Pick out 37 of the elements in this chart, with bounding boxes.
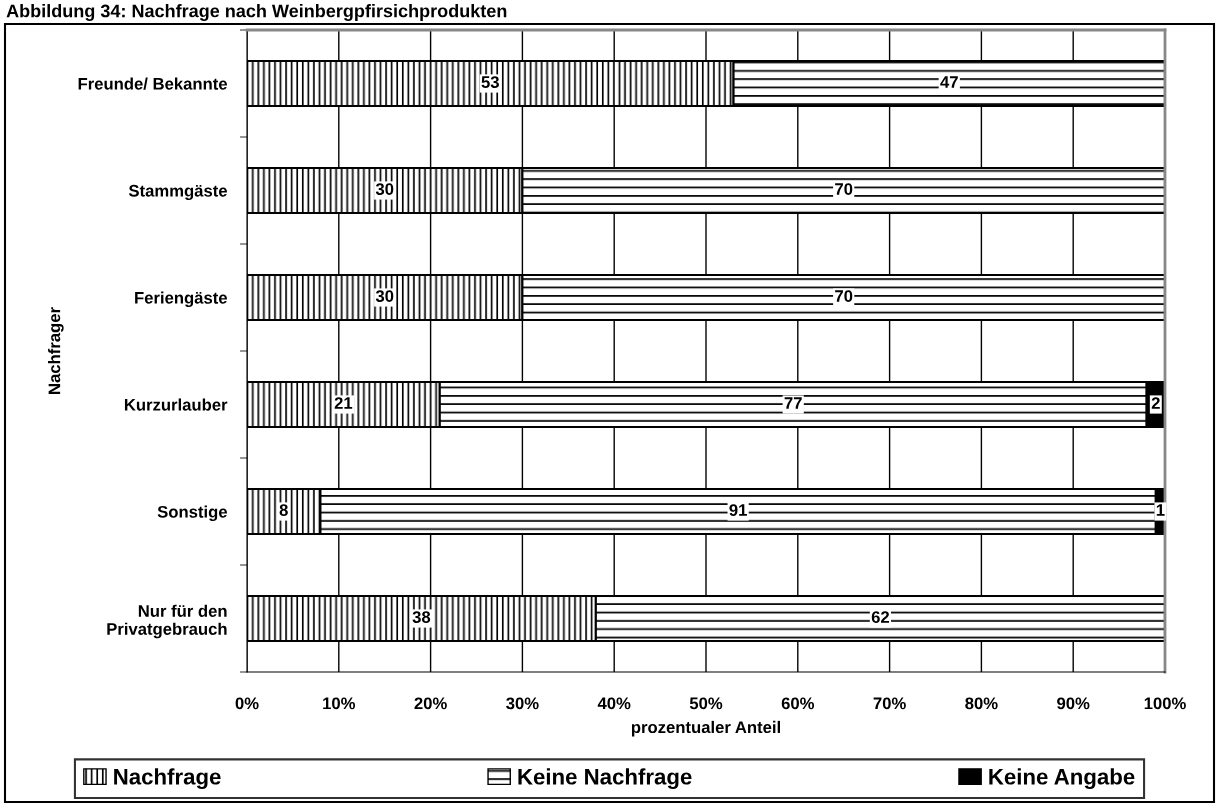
legend-label: Nachfrage xyxy=(114,768,221,790)
data-label: 62 xyxy=(871,611,890,623)
data-label: 30 xyxy=(375,183,394,195)
x-tick-label: 60% xyxy=(781,697,815,710)
data-label: 8 xyxy=(279,504,288,516)
data-label: 70 xyxy=(835,290,853,302)
data-label: 2 xyxy=(1151,397,1160,409)
y-axis-title: Nachfrager xyxy=(48,307,64,394)
y-tick-label: Stammgäste xyxy=(128,184,227,201)
x-tick-label: 20% xyxy=(414,697,447,710)
data-label: 1 xyxy=(1156,504,1165,516)
chart-title: Abbildung 34: Nachfrage nach Weinbergpfirsichprodukten xyxy=(6,4,507,21)
x-axis-title: prozentualer Anteil xyxy=(631,720,780,737)
data-label: 53 xyxy=(481,76,499,88)
x-tick-label: 90% xyxy=(1057,697,1090,710)
x-tick-label: 10% xyxy=(323,697,356,710)
data-label: 47 xyxy=(940,76,958,88)
x-tick-label: 30% xyxy=(506,697,539,710)
x-tick-label: 100% xyxy=(1144,697,1186,710)
y-tick-label: Sonstige xyxy=(157,505,227,522)
x-tick-label: 0% xyxy=(235,697,259,710)
data-label: 77 xyxy=(784,397,802,409)
data-label: 30 xyxy=(375,290,394,302)
x-tick-label: 50% xyxy=(689,697,723,710)
y-tick-label: Feriengäste xyxy=(135,291,227,308)
data-label: 91 xyxy=(729,504,747,516)
y-tick-label: Freunde/ Bekannte xyxy=(78,77,227,90)
data-label: 38 xyxy=(412,611,431,623)
x-tick-label: 40% xyxy=(597,697,631,710)
data-label: 21 xyxy=(334,397,353,409)
y-tick-label: Kurzurlauber xyxy=(124,398,228,411)
x-tick-label: 80% xyxy=(965,697,998,710)
x-tick-label: 70% xyxy=(873,697,906,710)
y-tick-label: Nur für den Privatgebrauch xyxy=(107,604,227,639)
data-label: 70 xyxy=(835,183,853,195)
legend-label: Keine Nachfrage xyxy=(518,768,692,790)
legend-label: Keine Angabe xyxy=(989,768,1135,790)
